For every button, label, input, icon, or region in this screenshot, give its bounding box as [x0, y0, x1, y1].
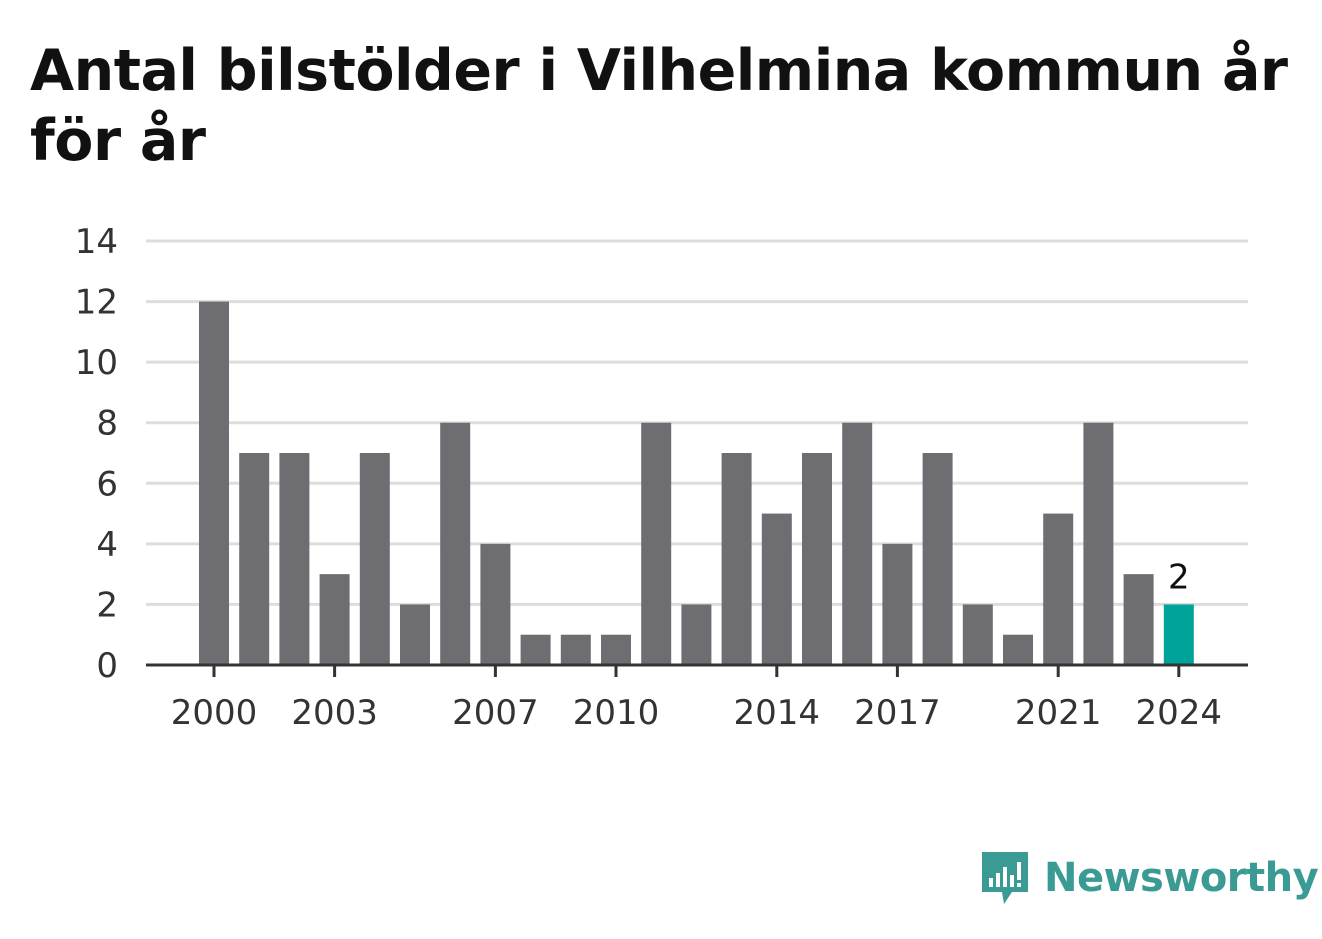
bar-2022 [1083, 422, 1114, 665]
bar-2002 [279, 453, 310, 665]
bar-2017 [882, 543, 913, 665]
bar-2012 [681, 604, 712, 665]
bar-2016 [842, 422, 873, 665]
y-tick-label: 4 [96, 525, 118, 565]
bar-2018 [922, 453, 953, 665]
bar-2008 [520, 634, 551, 665]
chart-speech-bubble-icon [982, 852, 1028, 904]
x-tick-label: 2014 [734, 693, 821, 733]
bar-2011 [641, 422, 672, 665]
y-tick-label: 10 [75, 343, 118, 383]
x-tick-label: 2000 [171, 693, 258, 733]
y-axis-tick-labels: 0 2 4 6 8 10 12 14 [75, 222, 118, 686]
bar-2014 [761, 513, 792, 665]
x-tick-label: 2021 [1015, 693, 1102, 733]
y-tick-label: 8 [96, 404, 118, 444]
bar-2001 [239, 453, 270, 665]
data-label-2024: 2 [1168, 557, 1190, 597]
y-tick-label: 12 [75, 283, 118, 323]
y-tick-label: 2 [96, 585, 118, 625]
bar-2004 [359, 453, 390, 665]
x-tick-label: 2024 [1136, 693, 1223, 733]
x-tick-label: 2003 [291, 693, 378, 733]
y-tick-label: 14 [75, 222, 118, 262]
bar-2007 [480, 543, 511, 665]
x-tick-label: 2010 [573, 693, 660, 733]
bar-2006 [440, 422, 471, 665]
bar-2009 [560, 634, 591, 665]
bar-2003 [319, 574, 350, 665]
bar-2024 [1163, 604, 1194, 665]
gridlines [146, 239, 1248, 606]
bar-2020 [1003, 634, 1033, 665]
chart-title: Antal bilstölder i Vilhelmina kommun år … [30, 38, 1288, 174]
logo-text: Newsworthy [1044, 855, 1319, 901]
bar-2015 [802, 453, 832, 665]
x-tick-label: 2017 [854, 693, 941, 733]
newsworthy-logo[interactable]: Newsworthy [980, 848, 1319, 908]
bar-2005 [400, 604, 430, 665]
y-tick-label: 6 [96, 464, 118, 504]
x-axis: 2000 2003 2007 2010 2014 2017 2021 2024 [146, 663, 1248, 733]
bar-2019 [962, 604, 993, 665]
bar-2000 [199, 301, 229, 665]
data-labels: 2 [1168, 557, 1190, 597]
bar-2010 [601, 634, 631, 665]
y-tick-label: 0 [96, 646, 118, 686]
bars [199, 301, 1194, 665]
x-tick-label: 2007 [452, 693, 539, 733]
bar-2021 [1043, 513, 1074, 665]
bar-2013 [721, 453, 752, 665]
bar-2023 [1123, 574, 1154, 665]
